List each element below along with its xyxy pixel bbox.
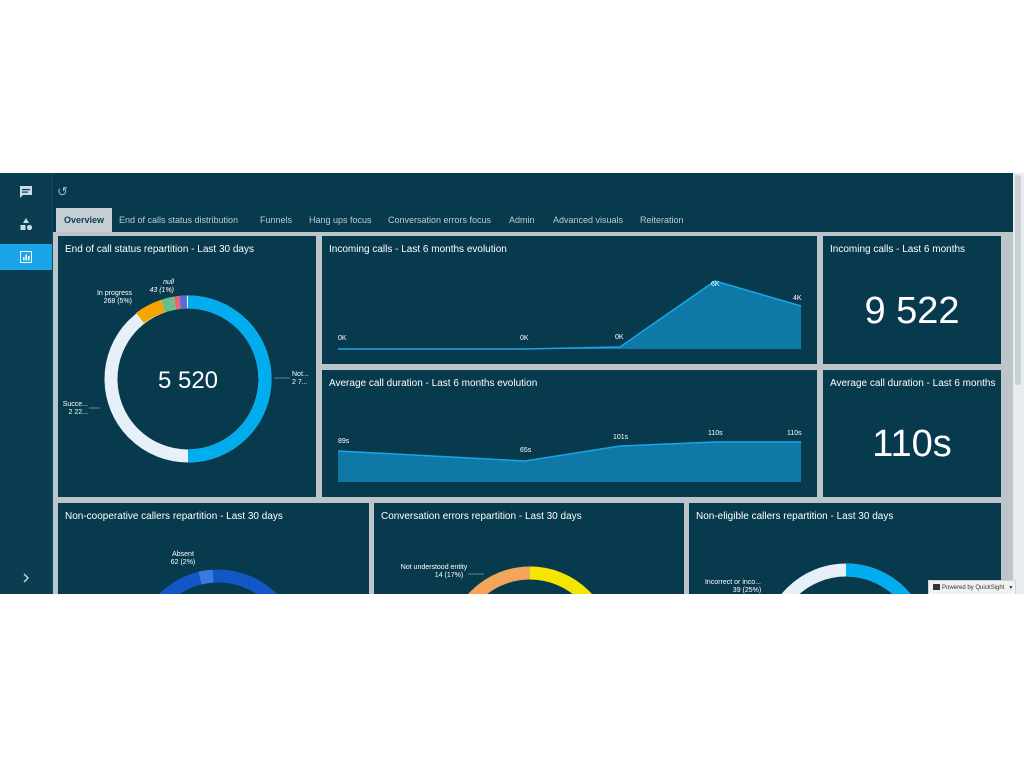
duration-point-1: 89s <box>338 438 350 445</box>
chevron-right-icon[interactable] <box>0 565 52 591</box>
message-icon[interactable] <box>0 179 52 205</box>
duration-kpi-card[interactable]: Average call duration - Last 6 months 11… <box>823 370 1001 497</box>
label-not-value: 2 7... <box>292 379 308 386</box>
tab-funnels[interactable]: Funnels <box>260 215 293 225</box>
label-not-name: Not... <box>292 371 309 378</box>
incoming-line <box>338 280 802 350</box>
dashboard-icon[interactable] <box>0 244 52 270</box>
label-null-value: 43 (1%) <box>149 287 174 294</box>
incoming-kpi-title: Incoming calls - Last 6 months <box>830 244 966 255</box>
donut-red-segment <box>173 295 181 310</box>
vertical-scrollbar[interactable] <box>1013 173 1024 594</box>
duration-evolution-chart[interactable]: 89s 65s 101s 110s 110s <box>322 370 817 497</box>
quicksight-icon <box>933 584 940 590</box>
duration-evolution-card[interactable]: Average call duration - Last 6 months ev… <box>322 370 817 497</box>
donut-in-progress-segment <box>136 299 166 324</box>
incoming-evolution-chart[interactable]: 0K 0K 0K 6K 4K <box>322 236 817 364</box>
tab-overview[interactable]: Overview <box>56 208 113 232</box>
scrollbar-thumb[interactable] <box>1015 175 1021 385</box>
tab-end-of-calls-status-distribution[interactable]: End of calls status distribution <box>119 215 239 225</box>
duration-kpi-title: Average call duration - Last 6 months <box>830 378 996 389</box>
conv-errors-label-name: Not understood entity <box>401 564 468 571</box>
conv-errors-label-value: 14 (17%) <box>435 572 463 579</box>
duration-point-2: 65s <box>520 447 532 454</box>
tab-reiteration[interactable]: Reiteration <box>640 215 684 225</box>
label-null-name: null <box>163 279 174 286</box>
toolbar: ↺ <box>53 173 1013 208</box>
dashboard-main: ↺ Overview End of calls status distribut… <box>53 173 1013 594</box>
incoming-point-1: 0K <box>338 335 347 342</box>
non-coop-donut[interactable]: Absent 62 (2%) <box>58 503 369 594</box>
quicksight-app: ↺ Overview End of calls status distribut… <box>0 173 1024 594</box>
non-coop-title: Non-cooperative callers repartition - La… <box>65 511 283 522</box>
duration-point-5: 110s <box>787 430 802 437</box>
incoming-point-2: 0K <box>520 335 529 342</box>
tab-conversation-errors-focus[interactable]: Conversation errors focus <box>388 215 492 225</box>
end-status-title: End of call status repartition - Last 30… <box>65 244 254 255</box>
caret-down-icon[interactable]: ▾ <box>1009 585 1013 591</box>
incoming-evolution-card[interactable]: Incoming calls - Last 6 months evolution… <box>322 236 817 364</box>
tab-admin[interactable]: Admin <box>509 215 535 225</box>
conv-errors-card[interactable]: Conversation errors repartition - Last 3… <box>374 503 684 594</box>
label-in-progress-value: 268 (5%) <box>104 298 132 305</box>
non-coop-card[interactable]: Non-cooperative callers repartition - La… <box>58 503 369 594</box>
end-status-total: 5 520 <box>158 367 218 394</box>
powered-by-badge[interactable]: Powered by QuickSight ▾ <box>928 580 1016 594</box>
shapes-icon[interactable] <box>0 211 52 237</box>
sidebar <box>0 173 53 594</box>
donut-green-segment <box>160 296 177 313</box>
sheet-tabs: Overview End of calls status distributio… <box>53 208 1013 232</box>
non-coop-label-name: Absent <box>172 551 194 558</box>
donut-not-segment <box>187 295 272 463</box>
incoming-kpi-value: 9 522 <box>864 290 960 332</box>
non-coop-label-value: 62 (2%) <box>171 559 196 566</box>
end-status-card[interactable]: End of call status repartition - Last 30… <box>58 236 316 497</box>
non-eligible-donut[interactable]: Incorrect or inco... 39 (25%) <box>689 503 1001 594</box>
duration-point-4: 110s <box>708 430 723 437</box>
incoming-area <box>338 281 801 349</box>
conv-errors-donut[interactable]: Not understood entity 14 (17%) <box>374 503 684 594</box>
non-eligible-card[interactable]: Non-eligible callers repartition - Last … <box>689 503 1001 594</box>
non-eligible-label-name: Incorrect or inco... <box>705 579 761 586</box>
incoming-point-4: 6K <box>711 281 720 288</box>
duration-evolution-title: Average call duration - Last 6 months ev… <box>329 378 538 389</box>
duration-line <box>337 441 801 462</box>
end-status-donut[interactable]: 5 520 null 43 (1%) In progress 268 (5%) … <box>58 236 316 497</box>
duration-kpi-value: 110s <box>872 423 952 465</box>
label-in-progress-name: In progress <box>97 290 133 297</box>
conv-errors-title: Conversation errors repartition - Last 3… <box>381 511 582 522</box>
non-eligible-title: Non-eligible callers repartition - Last … <box>696 511 894 522</box>
incoming-point-3: 0K <box>615 334 624 341</box>
powered-by-label: Powered by QuickSight <box>942 585 1005 591</box>
incoming-kpi-card[interactable]: Incoming calls - Last 6 months 9 522 <box>823 236 1001 364</box>
incoming-point-5: 4K <box>793 295 802 302</box>
duration-point-3: 101s <box>613 434 629 441</box>
tab-hang-ups-focus[interactable]: Hang ups focus <box>309 215 372 225</box>
label-success-value: 2 22... <box>69 409 89 416</box>
tab-advanced-visuals[interactable]: Advanced visuals <box>553 215 624 225</box>
non-eligible-label-value: 39 (25%) <box>733 587 761 594</box>
label-success-name: Succe... <box>63 401 88 408</box>
duration-area <box>338 442 801 482</box>
incoming-evolution-title: Incoming calls - Last 6 months evolution <box>329 244 507 255</box>
undo-icon[interactable]: ↺ <box>57 184 68 199</box>
